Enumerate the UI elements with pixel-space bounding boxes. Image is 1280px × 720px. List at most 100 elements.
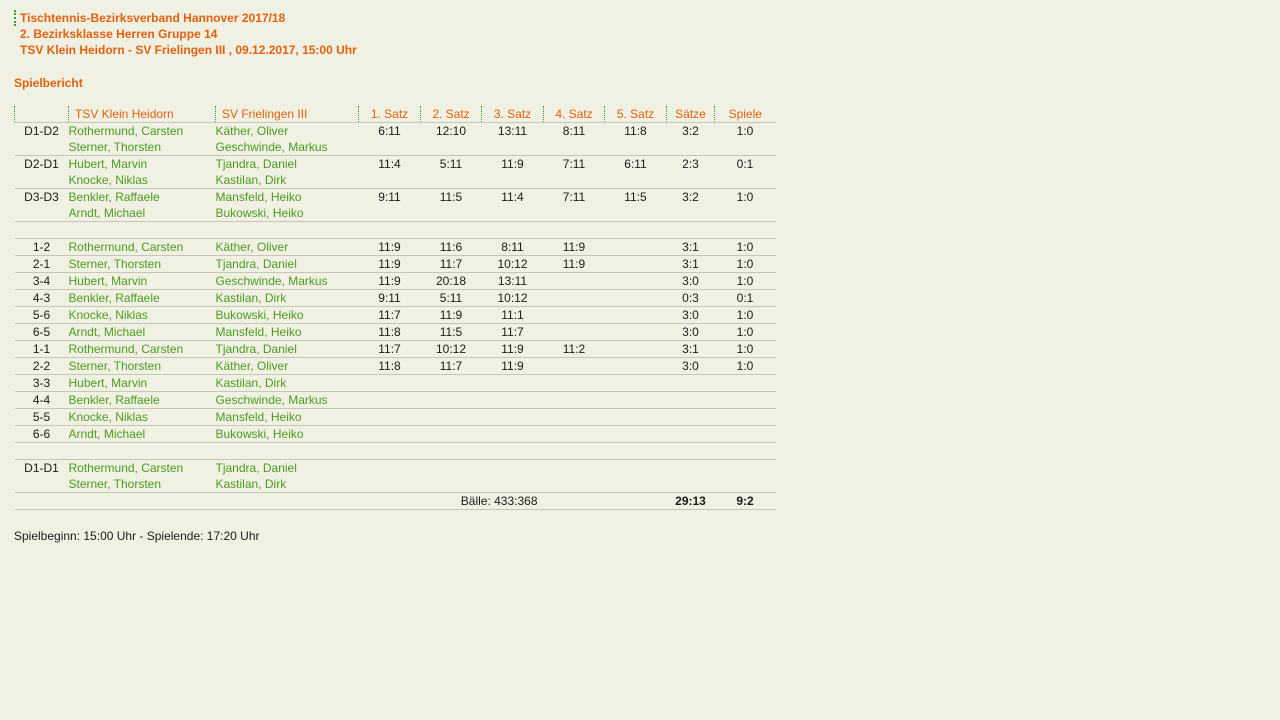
sets-total: [667, 460, 715, 493]
match-row: D2-D1 Hubert, Marvin Knocke, Niklas Tjandra…: [14, 156, 776, 189]
set4-score: 11:2: [562, 342, 586, 356]
games-total: 1:0: [736, 190, 754, 204]
player-name: Rothermund, Carsten: [68, 342, 184, 356]
match-row: 3-4 Hubert, Marvin Geschwinde, Markus 11:9 2…: [14, 273, 776, 290]
association-title: Tischtennis-Bezirksverband Hannover 2017…: [14, 10, 1280, 26]
away-team-column-header: SV Frielingen III: [215, 106, 359, 123]
away-players: Bukowski, Heiko: [216, 426, 359, 443]
games-total: 1:0: [736, 274, 754, 288]
set5-score: [605, 375, 667, 392]
player-name: Geschwinde, Markus: [215, 140, 328, 154]
set4-score: 11:9: [562, 257, 586, 271]
away-players: Geschwinde, Markus: [216, 273, 359, 290]
set1-score: [359, 409, 421, 426]
match-report-page: Tischtennis-Bezirksverband Hannover 2017…: [14, 10, 1280, 543]
set5-column-header: 5. Satz: [604, 106, 667, 123]
sets-grand-total: 29:13: [675, 494, 706, 508]
match-number: D3-D3: [24, 190, 59, 204]
set5-score: [605, 392, 667, 409]
set4-score: [544, 392, 605, 409]
sets-total: 3:2: [682, 190, 699, 204]
player-name: Benkler, Raffaele: [68, 291, 160, 305]
match-row: D1-D2 Rothermund, Carsten Sterner, Thorste…: [14, 123, 776, 156]
set5-score: [605, 324, 667, 341]
player-name: Käther, Oliver: [215, 240, 289, 254]
set2-score: 5:11: [439, 157, 463, 171]
player-name: Sterner, Thorsten: [68, 477, 162, 491]
set4-score: 8:11: [562, 124, 586, 138]
set4-score: [544, 460, 605, 493]
set4-score: [544, 426, 605, 443]
games-total: [715, 375, 776, 392]
home-players: Hubert, Marvin: [69, 375, 216, 392]
sets-total: 3:0: [682, 308, 699, 322]
match-number: 2-2: [32, 359, 51, 373]
sets-total: 3:0: [682, 274, 699, 288]
match-row: 2-1 Sterner, Thorsten Tjandra, Daniel 11:9 1…: [14, 256, 776, 273]
set2-score: 12:10: [435, 124, 467, 138]
player-name: Rothermund, Carsten: [68, 240, 184, 254]
away-players: Käther, Oliver: [216, 358, 359, 375]
player-name: Sterner, Thorsten: [68, 257, 162, 271]
player-name: Tjandra, Daniel: [215, 257, 297, 271]
set1-score: 11:4: [378, 157, 401, 171]
away-players: Tjandra, Daniel: [216, 341, 359, 358]
sets-total: [667, 409, 715, 426]
sets-total: 3:0: [682, 325, 699, 339]
set3-score: 8:11: [501, 240, 524, 254]
home-players: Knocke, Niklas: [69, 307, 216, 324]
set3-score: 11:9: [501, 157, 524, 171]
set2-score: 11:9: [439, 308, 463, 322]
games-total: 1:0: [736, 325, 754, 339]
set2-score: 11:7: [439, 359, 463, 373]
set5-score: [605, 307, 667, 324]
match-row: D3-D3 Benkler, Raffaele Arndt, Michael Mans…: [14, 189, 776, 222]
sets-total: 3:1: [682, 240, 699, 254]
match-title: TSV Klein Heidorn - SV Frielingen III , …: [20, 43, 357, 57]
set5-score: 11:5: [624, 190, 647, 204]
home-players: Benkler, Raffaele: [69, 290, 216, 307]
table-header-row: TSV Klein Heidorn SV Frielingen III 1. S…: [14, 106, 776, 123]
match-number: 1-1: [32, 342, 51, 356]
set4-score: [544, 409, 605, 426]
set3-score: 10:12: [497, 291, 528, 305]
set5-score: [605, 426, 667, 443]
games-total: 1:0: [736, 257, 754, 271]
set1-score: 9:11: [378, 190, 401, 204]
player-name: Arndt, Michael: [68, 427, 146, 441]
set1-score: 11:9: [378, 274, 401, 288]
set4-score: 11:9: [562, 240, 586, 254]
set4-score: [544, 358, 605, 375]
set3-score: [482, 460, 544, 493]
player-name: Kastilan, Dirk: [215, 376, 287, 390]
player-name: Tjandra, Daniel: [215, 461, 297, 475]
match-number: 2-1: [32, 257, 51, 271]
player-name: Hubert, Marvin: [68, 274, 148, 288]
set2-score: 11:5: [439, 325, 463, 339]
totals-row: Bälle: 433:368 29:13 9:2: [14, 493, 776, 510]
set1-score: 11:9: [378, 240, 401, 254]
sets-total: [667, 426, 715, 443]
set1-score: [359, 392, 421, 409]
match-row: 6-5 Arndt, Michael Mansfeld, Heiko 11:8 11:5…: [14, 324, 776, 341]
set3-score: [482, 392, 544, 409]
home-players: Benkler, Raffaele: [69, 392, 216, 409]
home-players: Arndt, Michael: [69, 426, 216, 443]
games-total: 1:0: [736, 342, 754, 356]
games-total: 1:0: [736, 359, 754, 373]
player-name: Benkler, Raffaele: [68, 190, 160, 204]
set1-score: [359, 426, 421, 443]
player-name: Hubert, Marvin: [68, 376, 148, 390]
player-name: Bukowski, Heiko: [215, 308, 304, 322]
player-name: Mansfeld, Heiko: [215, 325, 302, 339]
set5-score: [605, 290, 667, 307]
set1-score: 11:8: [378, 325, 401, 339]
set2-score: 11:5: [439, 190, 463, 204]
match-number: 5-5: [32, 410, 51, 424]
set3-score: 11:9: [501, 359, 524, 373]
match-row: 5-5 Knocke, Niklas Mansfeld, Heiko: [14, 409, 776, 426]
player-name: Käther, Oliver: [215, 359, 289, 373]
match-row: 2-2 Sterner, Thorsten Käther, Oliver 11:8 11…: [14, 358, 776, 375]
away-players: Geschwinde, Markus: [216, 392, 359, 409]
player-name: Hubert, Marvin: [68, 157, 148, 171]
